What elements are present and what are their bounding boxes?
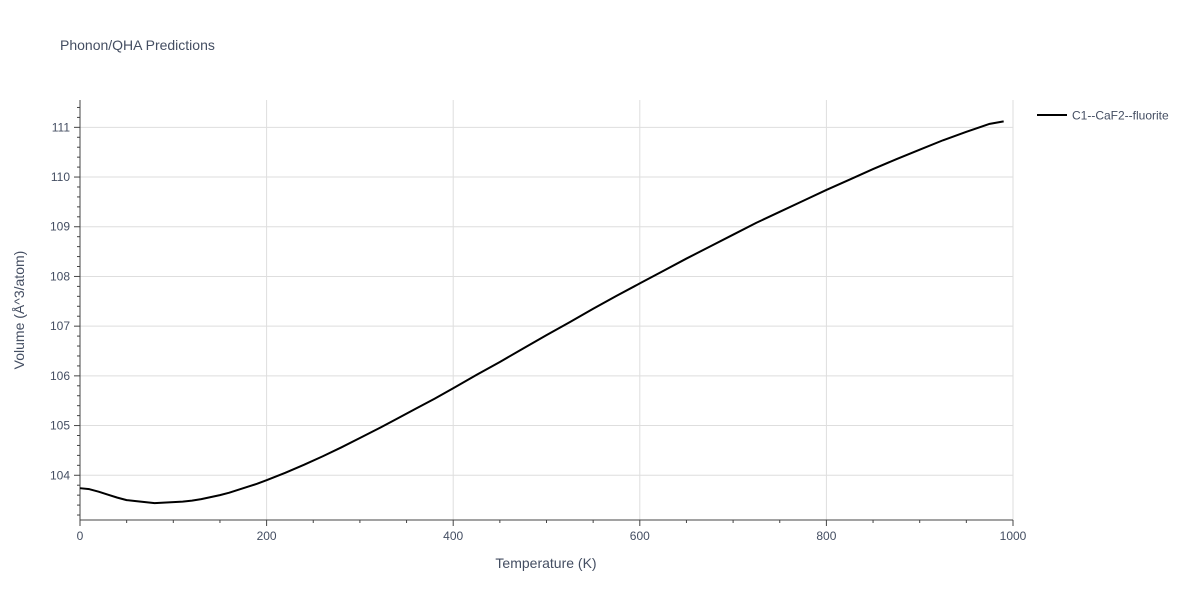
x-tick-label: 1000 [1000,529,1027,543]
y-tick-label: 108 [50,269,70,283]
y-tick-label: 106 [50,369,70,383]
y-tick-label: 111 [52,120,71,134]
legend-label-0[interactable]: C1--CaF2--fluorite [1072,109,1169,123]
y-tick-label: 107 [50,319,70,333]
x-tick-label: 600 [630,529,650,543]
y-tick-label: 104 [50,468,70,482]
series-line-0[interactable] [79,120,1004,505]
x-tick-label: 0 [77,529,84,543]
x-tick-label: 400 [443,529,463,543]
axes [74,100,1014,526]
x-axis-label: Temperature (K) [495,555,596,571]
y-tick-label: 109 [50,220,70,234]
x-tick-label: 800 [816,529,836,543]
chart-title: Phonon/QHA Predictions [60,37,215,53]
x-tick-label: 200 [257,529,277,543]
tick-labels: 0 200 400 600 800 1000 104 105 106 107 108 109 110 11… [50,120,1027,543]
y-tick-label: 105 [50,419,70,433]
grid-lines [80,100,1014,520]
legend[interactable]: C1--CaF2--fluorite [1037,109,1169,123]
y-tick-label: 110 [51,170,70,184]
plot-area [79,120,1004,505]
y-axis-label: Volume (Å^3/atom) [11,251,27,370]
